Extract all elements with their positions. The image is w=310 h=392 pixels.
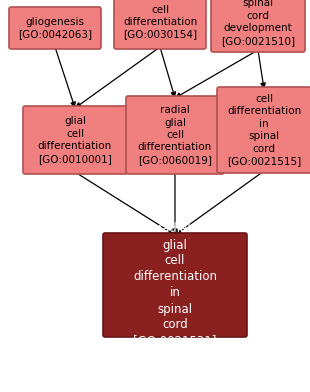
Text: spinal
cord
development
[GO:0021510]: spinal cord development [GO:0021510] <box>221 0 295 45</box>
FancyBboxPatch shape <box>211 0 305 52</box>
FancyBboxPatch shape <box>114 0 206 49</box>
FancyBboxPatch shape <box>103 233 247 337</box>
Text: gliogenesis
[GO:0042063]: gliogenesis [GO:0042063] <box>18 17 92 39</box>
Text: cell
differentiation
in
spinal
cord
[GO:0021515]: cell differentiation in spinal cord [GO:… <box>227 94 301 166</box>
Text: radial
glial
cell
differentiation
in
spinal
cord
[GO:0021531]: radial glial cell differentiation in spi… <box>133 223 217 347</box>
Text: glial
cell
differentiation
[GO:0010001]: glial cell differentiation [GO:0010001] <box>38 116 112 163</box>
Text: radial
glial
cell
differentiation
[GO:0060019]: radial glial cell differentiation [GO:00… <box>138 105 212 165</box>
Text: cell
differentiation
[GO:0030154]: cell differentiation [GO:0030154] <box>123 5 197 40</box>
FancyBboxPatch shape <box>9 7 101 49</box>
FancyBboxPatch shape <box>217 87 310 173</box>
FancyBboxPatch shape <box>23 106 127 174</box>
FancyBboxPatch shape <box>126 96 224 174</box>
